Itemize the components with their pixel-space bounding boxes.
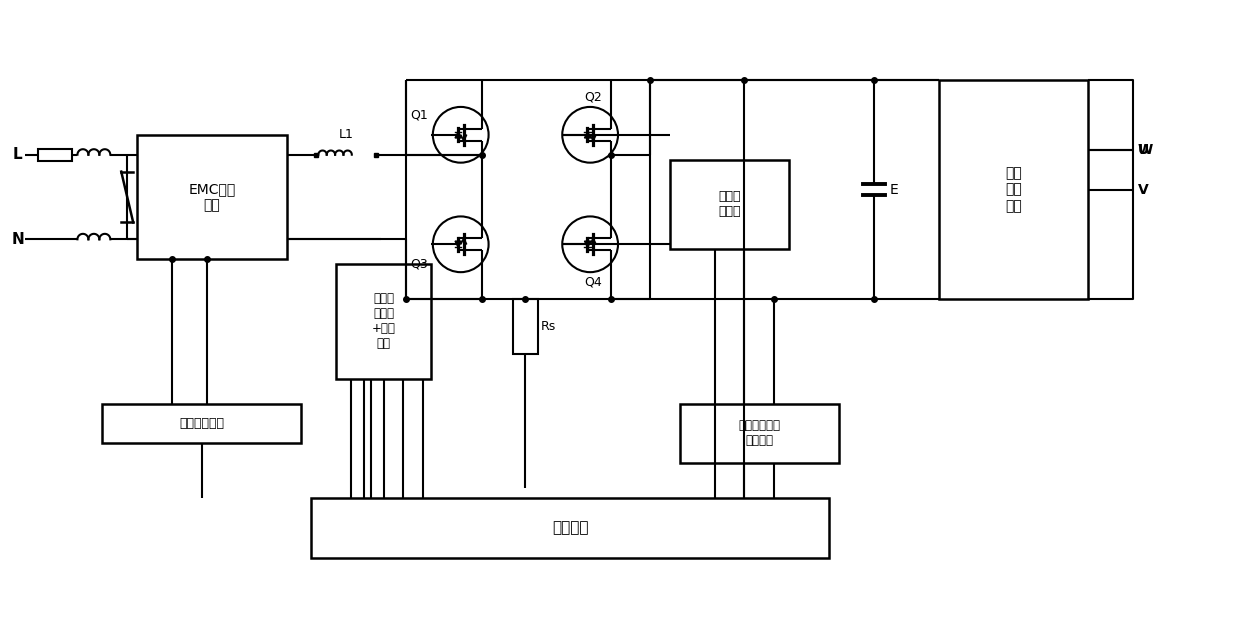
Polygon shape [584, 132, 590, 138]
Bar [336, 264, 430, 379]
Text: V: V [1137, 183, 1148, 197]
Text: Q2: Q2 [584, 91, 603, 104]
Text: N: N [11, 232, 24, 247]
Bar [138, 135, 286, 259]
Bar [670, 160, 789, 249]
Text: 过零检测模块: 过零检测模块 [180, 417, 224, 430]
Text: 第一驱
动模块
+保护
功能: 第一驱 动模块 +保护 功能 [372, 292, 396, 350]
Text: Q4: Q4 [584, 275, 603, 288]
Polygon shape [584, 241, 590, 248]
Text: 电机
驱动
模块: 电机 驱动 模块 [1004, 167, 1022, 213]
Text: W: W [1137, 143, 1153, 157]
Text: L1: L1 [339, 128, 353, 141]
Text: Q1: Q1 [410, 109, 428, 122]
Text: Q3: Q3 [410, 258, 428, 271]
Text: Rs: Rs [541, 320, 556, 333]
Polygon shape [455, 132, 461, 138]
Bar [939, 80, 1087, 299]
Text: 控制模块: 控制模块 [552, 521, 589, 535]
Text: L: L [12, 147, 22, 162]
Text: EMC滤波
模块: EMC滤波 模块 [188, 182, 236, 212]
Bar [103, 404, 301, 443]
Text: 直流母线电压
检测模块: 直流母线电压 检测模块 [738, 420, 780, 448]
Text: E: E [890, 183, 899, 197]
Bar [374, 153, 378, 157]
Bar [680, 404, 839, 463]
Text: 第二驱
动模块: 第二驱 动模块 [718, 191, 740, 219]
Bar [315, 153, 319, 157]
Bar [513, 299, 538, 354]
Bar [37, 149, 72, 161]
Text: U: U [1137, 143, 1149, 157]
Bar [311, 498, 830, 558]
Polygon shape [455, 241, 461, 248]
